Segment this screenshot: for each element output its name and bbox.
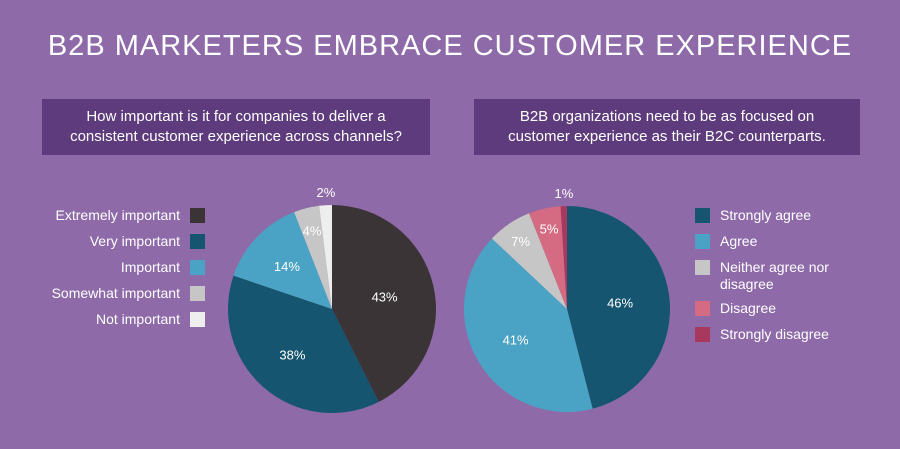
pie-slice-strongly-disagree — [560, 205, 567, 309]
legend-swatch — [695, 208, 710, 223]
legend-swatch — [190, 312, 205, 327]
pie-slice-disagree — [529, 206, 567, 309]
legend-item-neither-agree-nor-disagree: Neither agree nor disagree — [695, 259, 865, 293]
data-label-strongly-disagree: 1% — [555, 186, 574, 201]
legend-item-agree: Agree — [695, 233, 757, 250]
right-question-box: B2B organizations need to be as focused … — [474, 99, 860, 155]
data-label-very-important: 38% — [279, 348, 305, 363]
pie-slice-somewhat-important — [294, 205, 332, 309]
pie-slice-neither-agree-nor-disagree — [491, 213, 567, 309]
legend-label: Disagree — [720, 300, 777, 316]
legend-item-important: Important — [121, 259, 205, 276]
data-label-important: 14% — [274, 259, 300, 274]
legend-item-very-important: Very important — [90, 233, 205, 250]
legend-item-extremely-important: Extremely important — [56, 207, 205, 224]
legend-swatch — [190, 286, 205, 301]
legend-swatch — [190, 208, 205, 223]
legend-label: Extremely important — [55, 207, 180, 223]
data-label-somewhat-important: 4% — [303, 223, 322, 238]
legend-label: Agree — [720, 233, 758, 249]
pie-slice-strongly-agree — [567, 206, 670, 409]
page-title: B2B MARKETERS EMBRACE CUSTOMER EXPERIENC… — [47, 30, 853, 62]
pie-chart-importance: 43% 38% 14% 4% 2% — [228, 185, 436, 413]
legend-swatch — [190, 234, 205, 249]
legend-item-not-important: Not important — [96, 311, 205, 328]
legend-swatch — [695, 301, 710, 316]
left-question-box: How important is it for companies to del… — [42, 99, 430, 155]
legend-item-strongly-disagree: Strongly disagree — [695, 326, 829, 343]
data-label-not-important: 2% — [317, 185, 336, 200]
data-label-strongly-agree: 46% — [607, 295, 633, 310]
data-label-agree: 41% — [503, 332, 529, 347]
pie-slice-not-important — [319, 205, 332, 309]
legend-swatch — [695, 327, 710, 342]
pie-slice-important — [233, 212, 332, 309]
pie-slice-agree — [464, 238, 593, 412]
legend-label: Strongly disagree — [720, 326, 829, 342]
right-question-text: B2B organizations need to be as focused … — [508, 108, 826, 145]
legend-swatch — [695, 234, 710, 249]
legend-label: Very important — [89, 233, 180, 249]
legend-label: Not important — [95, 311, 180, 327]
legend-swatch — [190, 260, 205, 275]
legend-item-disagree: Disagree — [695, 300, 776, 317]
legend-label: Important — [120, 259, 180, 275]
legend-item-strongly-agree: Strongly agree — [695, 207, 811, 224]
pie-slice-very-important — [228, 275, 379, 413]
legend-item-somewhat-important: Somewhat important — [52, 285, 205, 302]
legend-swatch — [695, 260, 710, 275]
legend-label: Somewhat important — [51, 285, 180, 301]
data-label-disagree: 5% — [540, 222, 559, 237]
pie-slice-extremely-important — [332, 205, 436, 402]
legend-label: Strongly agree — [720, 207, 812, 223]
data-label-extremely-important: 43% — [372, 290, 398, 305]
pie-chart-agreement: 46% 41% 7% 5% 1% — [464, 186, 670, 412]
left-question-text: How important is it for companies to del… — [70, 108, 402, 145]
data-label-neither-agree-nor-disagree: 7% — [511, 234, 530, 249]
legend-label: Neither agree nor disagree — [720, 259, 829, 292]
